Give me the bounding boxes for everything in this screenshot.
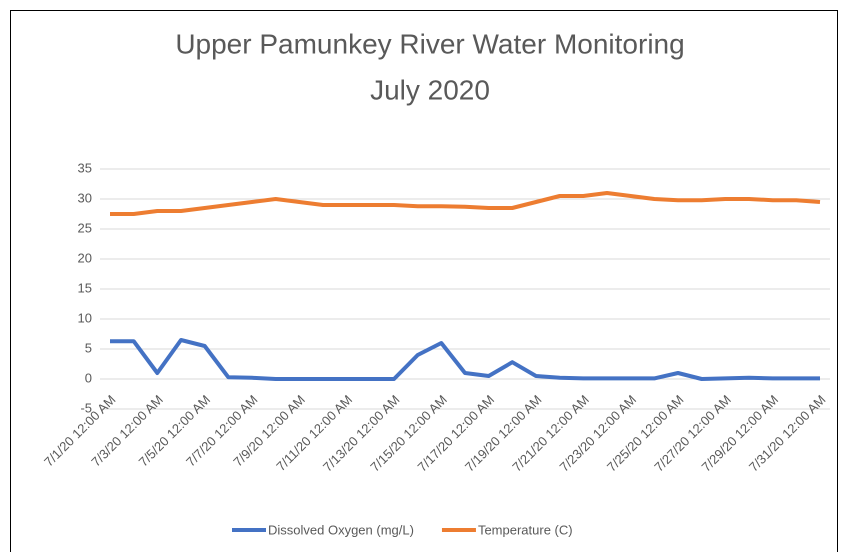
y-tick-label: 20 [78,250,92,265]
y-tick-label: 15 [78,280,92,295]
y-tick-label: 5 [85,340,92,355]
y-tick-label: 0 [85,370,92,385]
chart-border [10,10,838,552]
y-tick-label: 35 [78,160,92,175]
y-tick-label: -5 [80,400,92,415]
chart-title: Upper Pamunkey River Water Monitoring [175,28,684,59]
legend-label: Dissolved Oxygen (mg/L) [268,522,414,537]
series-line [110,191,821,216]
chart-subtitle: July 2020 [370,74,490,105]
y-tick-label: 25 [78,220,92,235]
legend-label: Temperature (C) [478,522,573,537]
series-line [110,338,820,381]
y-tick-label: 30 [78,190,92,205]
y-tick-label: 10 [78,310,92,325]
